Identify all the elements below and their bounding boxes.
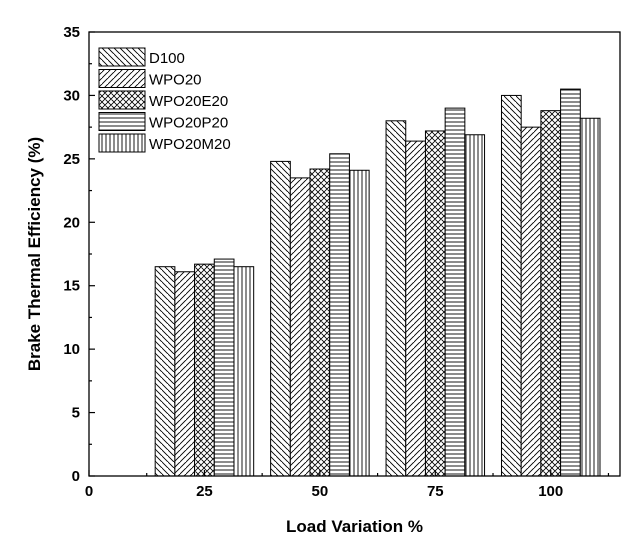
bar-WPO20E20-50: [309, 168, 331, 477]
legend-swatch-WPO20M20: [98, 133, 146, 153]
legend-swatch-WPO20P20: [98, 112, 146, 131]
bar-WPO20P20-50: [329, 153, 350, 477]
bar-D100-75: [385, 120, 407, 477]
bar-WPO20-25: [174, 271, 196, 477]
legend: D100 WPO20 WPO20E20 WPO20P20 WPO20M20: [98, 47, 231, 153]
y-tick-label: 10: [63, 341, 80, 358]
x-tick-label: 100: [538, 483, 563, 500]
bars-layer: [154, 88, 601, 477]
bar-WPO20E20-75: [424, 130, 446, 477]
ticks-layer: 0 5 10 15 20 25 30 35 0 25 50 75 100: [63, 24, 610, 500]
bar-D100-25: [154, 266, 176, 477]
y-tick-label: 35: [63, 24, 80, 41]
y-axis-title: Brake Thermal Efficiency (%): [25, 137, 44, 371]
bar-WPO20M20-25: [233, 266, 255, 477]
legend-swatch-D100: [98, 47, 146, 67]
bar-WPO20P20-25: [213, 258, 235, 477]
bar-WPO20-100: [520, 126, 542, 477]
y-tick-label: 5: [72, 405, 80, 422]
x-tick-label: 25: [196, 483, 213, 500]
bar-D100-50: [270, 160, 291, 477]
bar-WPO20M20-100: [579, 117, 601, 477]
x-axis-title: Load Variation %: [286, 517, 423, 536]
legend-label: D100: [149, 50, 185, 67]
legend-label: WPO20P20: [149, 115, 228, 132]
legend-label: WPO20E20: [149, 93, 228, 110]
bar-WPO20P20-100: [560, 88, 581, 477]
legend-label: WPO20: [149, 72, 202, 89]
y-tick-label: 20: [63, 214, 80, 231]
y-tick-label: 15: [63, 278, 80, 295]
y-tick-label: 0: [72, 468, 80, 485]
y-tick-label: 30: [63, 87, 80, 104]
x-tick-label: 0: [85, 483, 93, 500]
bar-WPO20M20-75: [464, 134, 486, 477]
x-tick-label: 50: [312, 483, 329, 500]
bar-WPO20P20-75: [444, 107, 466, 477]
y-tick-label: 25: [63, 151, 80, 168]
legend-label: WPO20M20: [149, 136, 231, 153]
bar-WPO20-75: [405, 140, 426, 477]
bar-D100-100: [500, 94, 522, 477]
bar-WPO20E20-100: [540, 110, 562, 477]
bar-WPO20M20-50: [348, 169, 370, 477]
bar-WPO20-50: [289, 177, 311, 477]
legend-swatch-WPO20E20: [98, 90, 146, 110]
x-tick-label: 75: [427, 483, 444, 500]
legend-swatch-WPO20: [98, 69, 146, 88]
bar-WPO20E20-25: [194, 263, 215, 477]
